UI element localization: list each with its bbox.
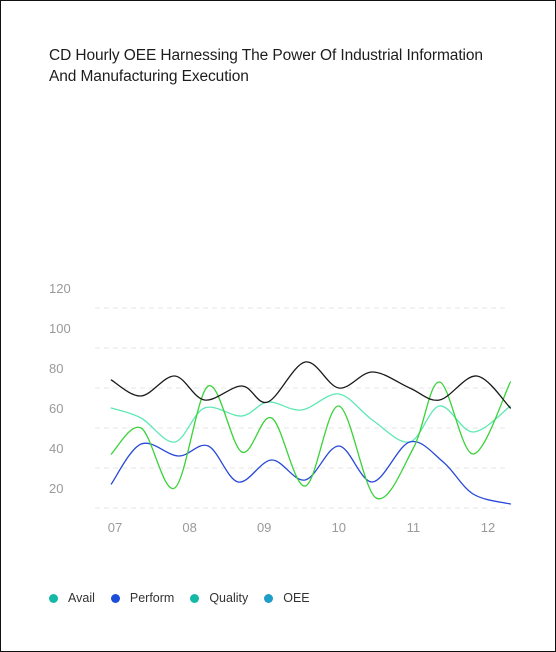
y-tick-label: 60 bbox=[49, 401, 63, 416]
legend-dot-icon bbox=[110, 593, 120, 603]
x-tick-label: 10 bbox=[332, 520, 346, 535]
x-tick-label: 07 bbox=[108, 520, 122, 535]
series-line-perform bbox=[110, 440, 512, 505]
legend-item-oee[interactable]: OEE bbox=[264, 591, 310, 605]
series-line-avail bbox=[110, 393, 512, 443]
y-tick-label: 120 bbox=[49, 281, 71, 296]
legend-label: OEE bbox=[283, 591, 310, 605]
legend-item-quality[interactable]: Quality bbox=[190, 591, 248, 605]
legend-item-perform[interactable]: Perform bbox=[110, 591, 175, 605]
x-tick-label: 11 bbox=[407, 520, 421, 535]
legend-label: Quality bbox=[209, 591, 249, 605]
chart-title: CD Hourly OEE Harnessing The Power Of In… bbox=[49, 47, 483, 85]
legend-item-avail[interactable]: Avail bbox=[49, 591, 95, 605]
x-tick-label: 09 bbox=[257, 520, 271, 535]
legend-dot-icon bbox=[264, 593, 274, 603]
y-tick-label: 100 bbox=[49, 321, 71, 336]
line-chart: 20 40 60 80 100 120 07 08 09 10 11 12 bbox=[49, 281, 512, 535]
y-tick-label: 20 bbox=[49, 481, 63, 496]
legend-label: Avail bbox=[68, 591, 95, 605]
legend-dot-icon bbox=[190, 593, 200, 603]
series-line-oee bbox=[110, 361, 512, 409]
x-tick-label: 12 bbox=[481, 520, 495, 535]
x-tick-label: 08 bbox=[182, 520, 196, 535]
legend-dot-icon bbox=[49, 593, 58, 603]
series-line-quality bbox=[110, 381, 512, 500]
y-tick-label: 80 bbox=[49, 361, 63, 376]
legend-label: Perform bbox=[129, 591, 175, 605]
chart-legend: Avail Perform Quality OEE bbox=[49, 591, 326, 605]
y-tick-label: 40 bbox=[49, 441, 63, 456]
